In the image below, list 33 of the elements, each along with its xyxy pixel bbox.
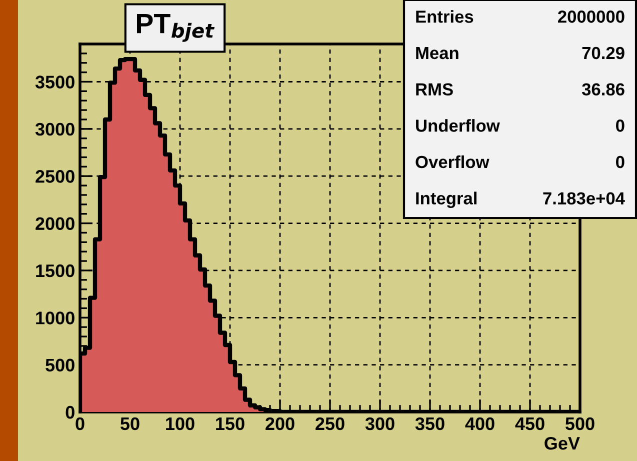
x-tick-label: 250: [316, 417, 344, 430]
annotation: Mean: [416, 47, 458, 60]
text: 2000000: [558, 10, 624, 23]
x-tick-label: 400: [465, 417, 494, 430]
text: 0: [616, 120, 624, 132]
chart-title: PT$_{bjet}$: [136, 14, 215, 42]
y-tick-label: 2500: [36, 170, 74, 183]
y-tick-label: 3000: [35, 122, 74, 136]
y-tick-label: 3500: [35, 76, 74, 88]
text: 70.29: [582, 46, 624, 60]
annotation: Underflow: [416, 119, 500, 132]
annotation: Integral: [416, 192, 476, 208]
x-tick-label: 100: [166, 417, 194, 430]
text: 0: [616, 156, 624, 168]
x-tick-label: 200: [266, 417, 294, 430]
annotation: 7.183e+04: [543, 192, 625, 205]
text: Entries: [416, 10, 474, 23]
y-tick-label: 1500: [36, 264, 74, 278]
x-tick-label: 150: [216, 417, 244, 430]
annotation: Overflow: [416, 155, 490, 168]
x-tick-label: 500: [565, 417, 594, 430]
x-axis-title: GeV: [544, 436, 580, 450]
x-tick-label: 300: [365, 417, 394, 430]
x-tick-label: 0: [76, 417, 84, 430]
x-tick-label: 350: [415, 417, 444, 430]
annotation: RMS: [416, 83, 453, 96]
x-tick-label: 50: [120, 417, 140, 430]
x-tick-label: 450: [515, 417, 544, 430]
y-tick-label: 0: [66, 406, 74, 419]
y-tick-label: 1000: [36, 312, 74, 324]
y-tick-label: 2000: [36, 217, 74, 230]
text: 36.86: [582, 83, 624, 96]
y-tick-label: 500: [46, 358, 74, 372]
